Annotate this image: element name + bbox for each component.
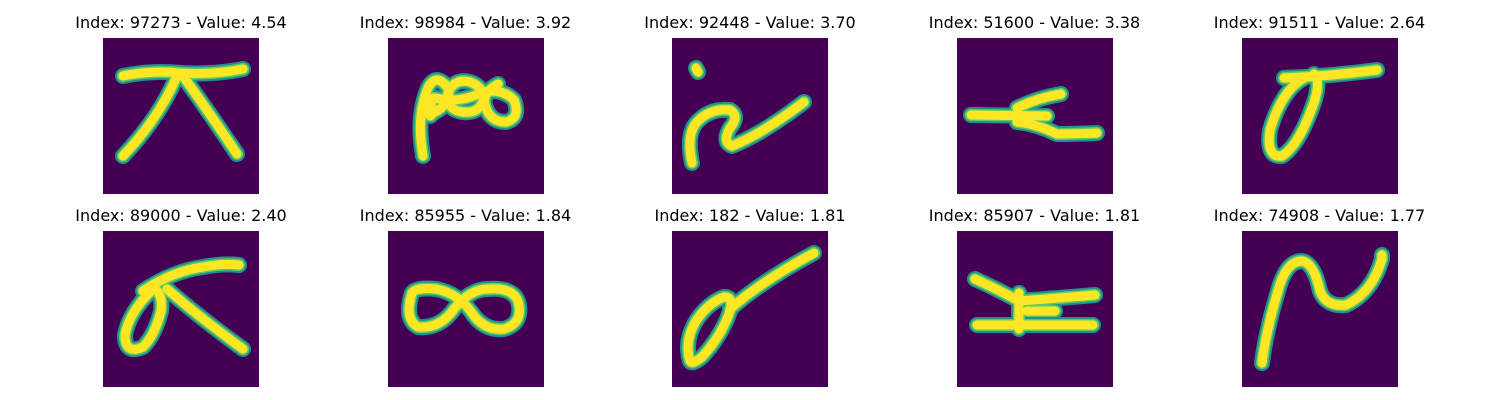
panel-title: Index: 51600 - Value: 3.38: [928, 13, 1141, 32]
glyph-stroke: [685, 97, 809, 168]
glyph-stroke: [725, 248, 819, 314]
panel-title: Index: 98984 - Value: 3.92: [359, 13, 572, 32]
panel-title: Index: 74908 - Value: 1.77: [1213, 206, 1426, 225]
glyph-stroke: [1279, 65, 1381, 83]
glyph-stroke: [691, 63, 703, 77]
glyph-stroke: [1257, 250, 1386, 368]
image-panel: Index: 51600 - Value: 3.38: [892, 0, 1177, 194]
glyph-stroke: [138, 259, 244, 296]
glyph-image: [672, 38, 828, 194]
glyph-image: [1241, 38, 1398, 194]
glyph-image: [1241, 231, 1398, 387]
image-panel: Index: 85955 - Value: 1.84: [323, 193, 608, 387]
glyph-stroke: [442, 76, 488, 117]
glyph-stroke: [178, 71, 242, 159]
image-panel: Index: 97273 - Value: 4.54: [39, 0, 324, 194]
glyph-stroke: [1012, 117, 1101, 139]
glyph-image: [387, 231, 544, 387]
glyph-stroke: [683, 292, 736, 367]
glyph-image: [672, 231, 828, 387]
panel-title: Index: 85907 - Value: 1.81: [928, 206, 1141, 225]
image-panel: Index: 74908 - Value: 1.77: [1177, 193, 1462, 387]
panel-title: Index: 89000 - Value: 2.40: [75, 206, 287, 225]
glyph-image: [956, 38, 1113, 194]
glyph-image: [956, 231, 1113, 387]
image-panel: Index: 91511 - Value: 2.64: [1177, 0, 1462, 194]
panel-title: Index: 182 - Value: 1.81: [654, 206, 846, 225]
image-panel: Index: 98984 - Value: 3.92: [323, 0, 608, 194]
panel-title: Index: 91511 - Value: 2.64: [1213, 13, 1426, 32]
glyph-stroke: [162, 284, 248, 354]
glyph-stroke: [404, 284, 524, 334]
panel-title: Index: 85955 - Value: 1.84: [359, 206, 572, 225]
panel-title: Index: 92448 - Value: 3.70: [644, 13, 856, 32]
glyph-stroke: [1012, 89, 1065, 113]
image-background: [1241, 38, 1398, 194]
glyph-stroke: [966, 110, 1051, 121]
image-panel: Index: 89000 - Value: 2.40: [39, 193, 324, 387]
image-background: [103, 38, 259, 194]
image-panel: Index: 85907 - Value: 1.81: [892, 193, 1177, 387]
glyph-image: [387, 38, 544, 194]
image-panel: Index: 182 - Value: 1.81: [608, 193, 893, 387]
glyph-image: [103, 38, 259, 194]
glyph-stroke: [1264, 69, 1322, 161]
glyph-stroke: [120, 284, 166, 354]
glyph-stroke: [118, 71, 182, 161]
panel-title: Index: 97273 - Value: 4.54: [75, 13, 287, 32]
glyph-image: [103, 231, 259, 387]
image-panel: Index: 92448 - Value: 3.70: [608, 0, 893, 194]
